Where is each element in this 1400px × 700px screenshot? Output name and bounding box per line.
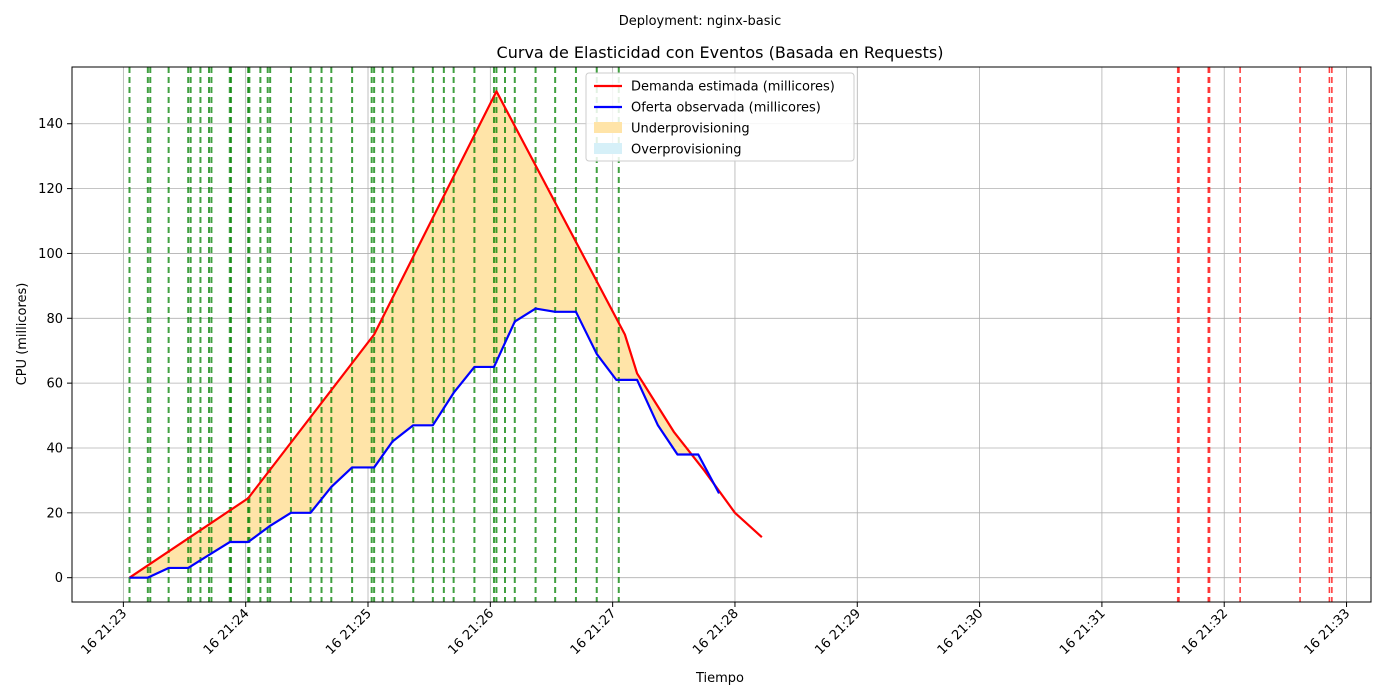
legend-demand-label: Demanda estimada (millicores) [631, 80, 835, 95]
x-tick-label: 16 21:27 [568, 606, 620, 658]
x-tick-label: 16 21:31 [1057, 606, 1109, 658]
legend: Demanda estimada (millicores) Oferta obse… [585, 72, 855, 162]
x-axis-ticks: 16 21:23 16 21:24 16 21:25 16 21:26 16 21:27… [78, 602, 1353, 658]
x-tick-label: 16 21:23 [78, 606, 130, 658]
supply-series-line [129, 307, 721, 579]
y-tick-label: 80 [46, 312, 63, 327]
legend-underprovisioning-swatch [594, 122, 622, 133]
x-tick-label: 16 21:32 [1179, 606, 1231, 658]
y-tick-label: 20 [46, 506, 63, 521]
y-tick-label: 0 [55, 571, 63, 586]
legend-box [585, 72, 855, 162]
y-tick-label: 40 [46, 441, 63, 456]
x-tick-label: 16 21:29 [812, 606, 864, 658]
x-tick-label: 16 21:28 [690, 606, 742, 658]
series-lines [128, 90, 763, 579]
y-axis-label: CPU (millicores) [15, 283, 30, 386]
legend-overprovisioning-label: Overprovisioning [631, 143, 742, 158]
y-axis-ticks: 0 20 40 60 80 100 120 140 [38, 117, 72, 586]
plot-frame [71, 66, 1372, 603]
y-tick-label: 60 [46, 377, 63, 392]
legend-underprovisioning-label: Underprovisioning [631, 122, 750, 137]
chart-title: Curva de Elasticidad con Eventos (Basada… [497, 43, 944, 62]
legend-overprovisioning-swatch [594, 143, 622, 154]
plot-border [71, 66, 1372, 603]
x-tick-label: 16 21:24 [201, 606, 253, 658]
underprovisioning-fill [130, 92, 692, 578]
y-tick-label: 140 [38, 117, 63, 132]
x-tick-label: 16 21:26 [445, 606, 497, 658]
x-tick-label: 16 21:25 [323, 606, 375, 658]
x-axis-label: Tiempo [695, 671, 744, 686]
demand-series-line [128, 90, 763, 579]
chart-suptitle: Deployment: nginx-basic [619, 14, 782, 29]
x-tick-label: 16 21:30 [935, 606, 987, 658]
legend-supply-label: Oferta observada (millicores) [631, 101, 821, 116]
x-tick-label: 16 21:33 [1302, 606, 1354, 658]
y-tick-label: 100 [38, 247, 63, 262]
y-tick-label: 120 [38, 182, 63, 197]
